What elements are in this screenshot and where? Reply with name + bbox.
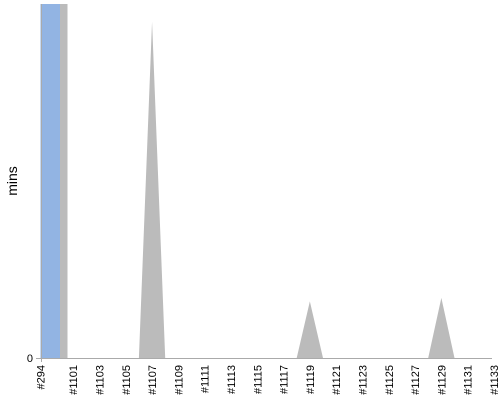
x-tick-label: #1107 [147,365,159,395]
x-tick-label: #1121 [331,365,343,395]
series-1-area [40,4,494,358]
x-tick-label: #1133 [489,365,500,395]
x-tick-label: #1101 [68,365,80,395]
x-tick-label: #1127 [410,365,422,395]
x-tick-label: #1113 [226,365,238,394]
y-tick-label: 0 [27,353,33,365]
x-tick-label: #1115 [252,365,264,394]
x-tick-label: #1131 [463,365,475,395]
x-tick-label: #1119 [305,365,317,394]
x-tick-label: #294 [36,365,48,389]
x-tick-label: #1111 [200,365,212,393]
y-axis-label: mins [4,166,20,196]
x-tick-label: #1109 [173,365,185,395]
x-tick-label: #1105 [121,365,133,395]
x-tick-label: #1123 [357,365,369,395]
x-tick-label: #1117 [279,365,291,394]
chart-areas [40,4,494,358]
series-0-area [40,4,494,358]
x-tick-label: #1129 [436,365,448,395]
x-ticks: #294 #1101 #1103 #1105 #1107 #1109 #1111 #1113 #… [36,365,500,395]
x-tick-label: #1125 [384,365,396,395]
x-tick-label: #1103 [94,365,106,395]
